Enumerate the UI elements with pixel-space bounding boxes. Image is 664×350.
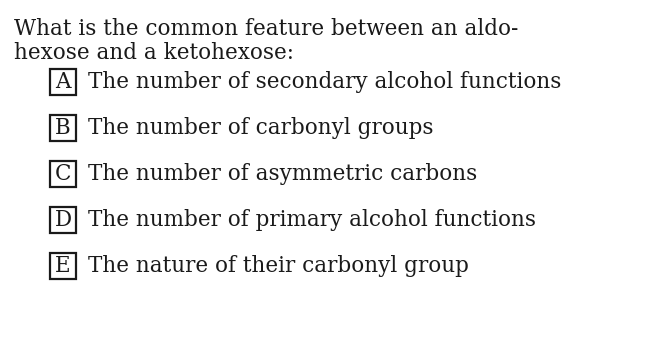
- Text: What is the common feature between an aldo-: What is the common feature between an al…: [14, 18, 519, 40]
- Text: D: D: [54, 209, 72, 231]
- Bar: [50, 207, 76, 233]
- Text: hexose and a ketohexose:: hexose and a ketohexose:: [14, 42, 294, 64]
- Text: C: C: [54, 163, 71, 185]
- Bar: [50, 115, 76, 141]
- Bar: [50, 161, 76, 187]
- Text: The number of asymmetric carbons: The number of asymmetric carbons: [88, 163, 477, 185]
- Bar: [50, 69, 76, 95]
- Text: A: A: [55, 71, 71, 93]
- Text: The nature of their carbonyl group: The nature of their carbonyl group: [88, 255, 469, 277]
- Bar: [50, 253, 76, 279]
- Text: B: B: [55, 117, 71, 139]
- Text: The number of primary alcohol functions: The number of primary alcohol functions: [88, 209, 536, 231]
- Text: E: E: [55, 255, 71, 277]
- Text: The number of carbonyl groups: The number of carbonyl groups: [88, 117, 434, 139]
- Text: The number of secondary alcohol functions: The number of secondary alcohol function…: [88, 71, 561, 93]
